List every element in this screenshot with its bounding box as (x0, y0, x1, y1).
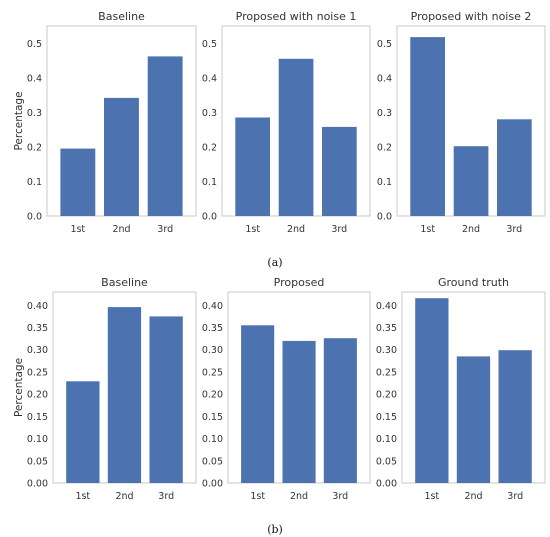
x-tick-label: 2nd (464, 491, 482, 502)
y-tick-label: 0.40 (27, 301, 48, 312)
caption-a: (a) (267, 256, 282, 269)
bar-2nd (104, 97, 139, 216)
bar-3rd (497, 119, 532, 216)
y-tick-label: 0.25 (202, 368, 223, 379)
y-tick-label: 0.00 (376, 479, 397, 490)
y-tick-label: 0.25 (376, 368, 397, 379)
y-tick-label: 0.4 (27, 73, 42, 84)
y-tick-label: 0.3 (27, 108, 42, 119)
bar-3rd (322, 126, 357, 216)
panel-title: Proposed with noise 1 (236, 10, 357, 23)
y-tick-label: 0.05 (202, 456, 223, 467)
y-tick-label: 0.05 (27, 456, 48, 467)
x-tick-label: 3rd (332, 491, 348, 502)
bar-1st (60, 148, 96, 216)
y-tick-label: 0.1 (27, 177, 42, 188)
bar-chart-panel: 1st 2nd 3rd 0.0 0.1 0.2 0.3 0.4 0.5 Proposed with… (377, 10, 546, 235)
panel-title: Proposed (274, 276, 325, 289)
y-tick-label: 0.35 (376, 323, 397, 334)
panel-title: Proposed with noise 2 (411, 10, 532, 23)
x-tick-label: 1st (424, 491, 439, 502)
y-tick-label: 0.20 (202, 390, 223, 401)
y-tick-label: 0.30 (376, 345, 397, 356)
y-tick-label: 0.35 (27, 323, 48, 334)
y-tick-label: 0.2 (202, 142, 217, 153)
bar-1st (235, 117, 270, 216)
panel-title: Ground truth (438, 276, 509, 289)
y-tick-label: 0.10 (27, 434, 48, 445)
y-tick-label: 0.30 (27, 345, 48, 356)
x-tick-label: 2nd (462, 224, 480, 235)
x-tick-label: 3rd (507, 491, 523, 502)
y-tick-label: 0.30 (202, 345, 223, 356)
y-tick-label: 0.0 (377, 212, 392, 223)
bar-chart-panel: 1st 2nd 3rd 0.00 0.05 0.10 0.15 0.20 0.25 0.30 0.3… (376, 276, 546, 502)
y-tick-label: 0.0 (202, 212, 217, 223)
y-tick-label: 0.3 (202, 108, 217, 119)
bar-2nd (107, 307, 142, 483)
y-tick-label: 0.20 (27, 390, 48, 401)
y-tick-label: 0.35 (202, 323, 223, 334)
x-tick-label: 1st (70, 224, 85, 235)
y-tick-label: 0.40 (202, 301, 223, 312)
y-tick-label: 0.00 (27, 479, 48, 490)
y-tick-label: 0.5 (377, 39, 392, 50)
y-tick-label: 0.00 (202, 479, 223, 490)
x-tick-label: 3rd (157, 224, 173, 235)
y-tick-label: 0.05 (376, 456, 397, 467)
bar-2nd (278, 58, 314, 216)
y-tick-label: 0.2 (27, 142, 42, 153)
y-tick-label: 0.15 (202, 412, 223, 423)
x-tick-label: 3rd (331, 224, 347, 235)
y-tick-label: 0.5 (27, 39, 42, 50)
bar-2nd (282, 340, 316, 483)
y-axis-label: Percentage (13, 358, 25, 417)
x-tick-label: 2nd (287, 224, 305, 235)
bar-chart-panel: 1st 2nd 3rd 0.0 0.1 0.2 0.3 0.4 0.5 Proposed with… (202, 10, 371, 235)
y-tick-label: 0.15 (27, 412, 48, 423)
bar-1st (241, 325, 275, 483)
x-tick-label: 1st (420, 224, 435, 235)
x-tick-label: 3rd (506, 224, 522, 235)
bar-3rd (498, 350, 532, 483)
bar-1st (66, 381, 100, 483)
y-tick-label: 0.40 (376, 301, 397, 312)
x-tick-label: 2nd (115, 491, 133, 502)
bar-chart-panel: 1st 2nd 3rd 0.00 0.05 0.10 0.15 0.20 0.25 0.30 0.3… (202, 276, 371, 502)
y-tick-label: 0.3 (377, 108, 392, 119)
y-tick-label: 0.10 (376, 434, 397, 445)
bar-2nd (453, 146, 489, 216)
panel-title: Baseline (98, 10, 145, 23)
bar-1st (415, 298, 449, 483)
chart-panels: 1st 2nd 3rd 0.0 0.1 0.2 0.3 0.4 0.5 Baseline Perce… (13, 10, 546, 502)
y-tick-label: 0.25 (27, 368, 48, 379)
y-axis-label: Percentage (13, 91, 25, 150)
y-tick-label: 0.0 (27, 212, 42, 223)
bar-3rd (149, 316, 183, 483)
x-tick-label: 1st (245, 224, 260, 235)
y-tick-label: 0.15 (376, 412, 397, 423)
x-tick-label: 3rd (158, 491, 174, 502)
bar-2nd (456, 356, 491, 483)
y-tick-label: 0.4 (377, 73, 392, 84)
caption-b: (b) (267, 523, 283, 536)
y-tick-label: 0.20 (376, 390, 397, 401)
x-tick-label: 1st (75, 491, 90, 502)
bar-chart-panel: 1st 2nd 3rd 0.00 0.05 0.10 0.15 0.20 0.25 0.30 0.3… (13, 276, 197, 502)
y-tick-label: 0.2 (377, 142, 392, 153)
y-tick-label: 0.1 (377, 177, 392, 188)
bar-chart-panel: 1st 2nd 3rd 0.0 0.1 0.2 0.3 0.4 0.5 Baseline Perce… (13, 10, 197, 235)
y-tick-label: 0.5 (202, 39, 217, 50)
x-tick-label: 2nd (112, 224, 130, 235)
x-tick-label: 1st (250, 491, 265, 502)
bar-3rd (147, 56, 183, 217)
panel-title: Baseline (101, 276, 148, 289)
y-tick-label: 0.4 (202, 73, 217, 84)
bar-3rd (323, 338, 357, 483)
bar-1st (410, 37, 445, 216)
y-tick-label: 0.1 (202, 177, 217, 188)
y-tick-label: 0.10 (202, 434, 223, 445)
x-tick-label: 2nd (290, 491, 308, 502)
